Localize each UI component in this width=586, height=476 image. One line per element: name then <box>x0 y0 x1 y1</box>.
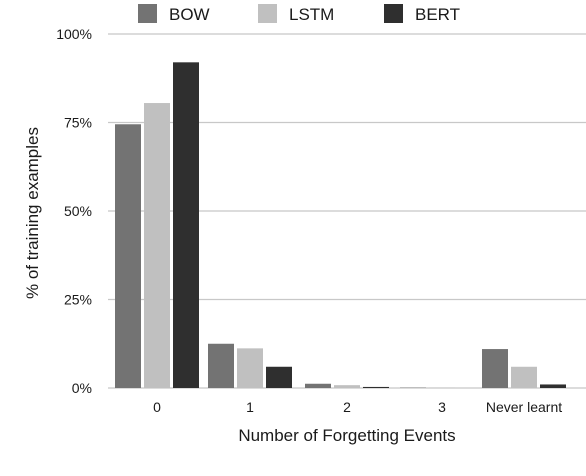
y-axis-title: % of training examples <box>23 127 42 299</box>
bar-lstm-0 <box>144 103 170 388</box>
legend-swatch-bow <box>138 4 157 23</box>
y-tick-label-50: 50% <box>64 203 92 219</box>
y-tick-label-75: 75% <box>64 115 92 131</box>
bar-lstm-1 <box>237 348 263 388</box>
x-tick-label-3: 3 <box>438 399 446 415</box>
bar-bow-never-learnt <box>482 349 508 388</box>
legend-label-bert: BERT <box>415 5 460 24</box>
bar-lstm-2 <box>334 385 360 388</box>
y-tick-label-100: 100% <box>56 26 92 42</box>
y-tick-label-0: 0% <box>72 380 92 396</box>
x-tick-label-1: 1 <box>246 399 254 415</box>
y-tick-label-25: 25% <box>64 292 92 308</box>
x-tick-labels: 0 1 2 3 Never learnt <box>153 399 562 415</box>
bar-bert-0 <box>173 62 199 388</box>
bars <box>115 62 566 389</box>
bar-bow-1 <box>208 343 234 388</box>
legend-swatch-lstm <box>258 4 277 23</box>
legend-label-lstm: LSTM <box>289 5 334 24</box>
legend-swatch-bert <box>384 4 403 23</box>
bar-bert-2 <box>363 386 389 388</box>
bar-bow-0 <box>115 124 141 389</box>
y-tick-labels: 0% 25% 50% 75% 100% <box>56 26 92 396</box>
legend-label-bow: BOW <box>169 5 210 24</box>
bar-bert-1 <box>266 366 292 388</box>
bar-bow-2 <box>305 383 331 388</box>
legend: BOW LSTM BERT <box>138 4 460 24</box>
bar-bert-never-learnt <box>540 384 566 388</box>
x-tick-label-0: 0 <box>153 399 161 415</box>
x-axis-title: Number of Forgetting Events <box>238 426 455 445</box>
x-tick-label-never-learnt: Never learnt <box>486 399 562 415</box>
x-tick-label-2: 2 <box>343 399 351 415</box>
bar-lstm-never-learnt <box>511 366 537 388</box>
